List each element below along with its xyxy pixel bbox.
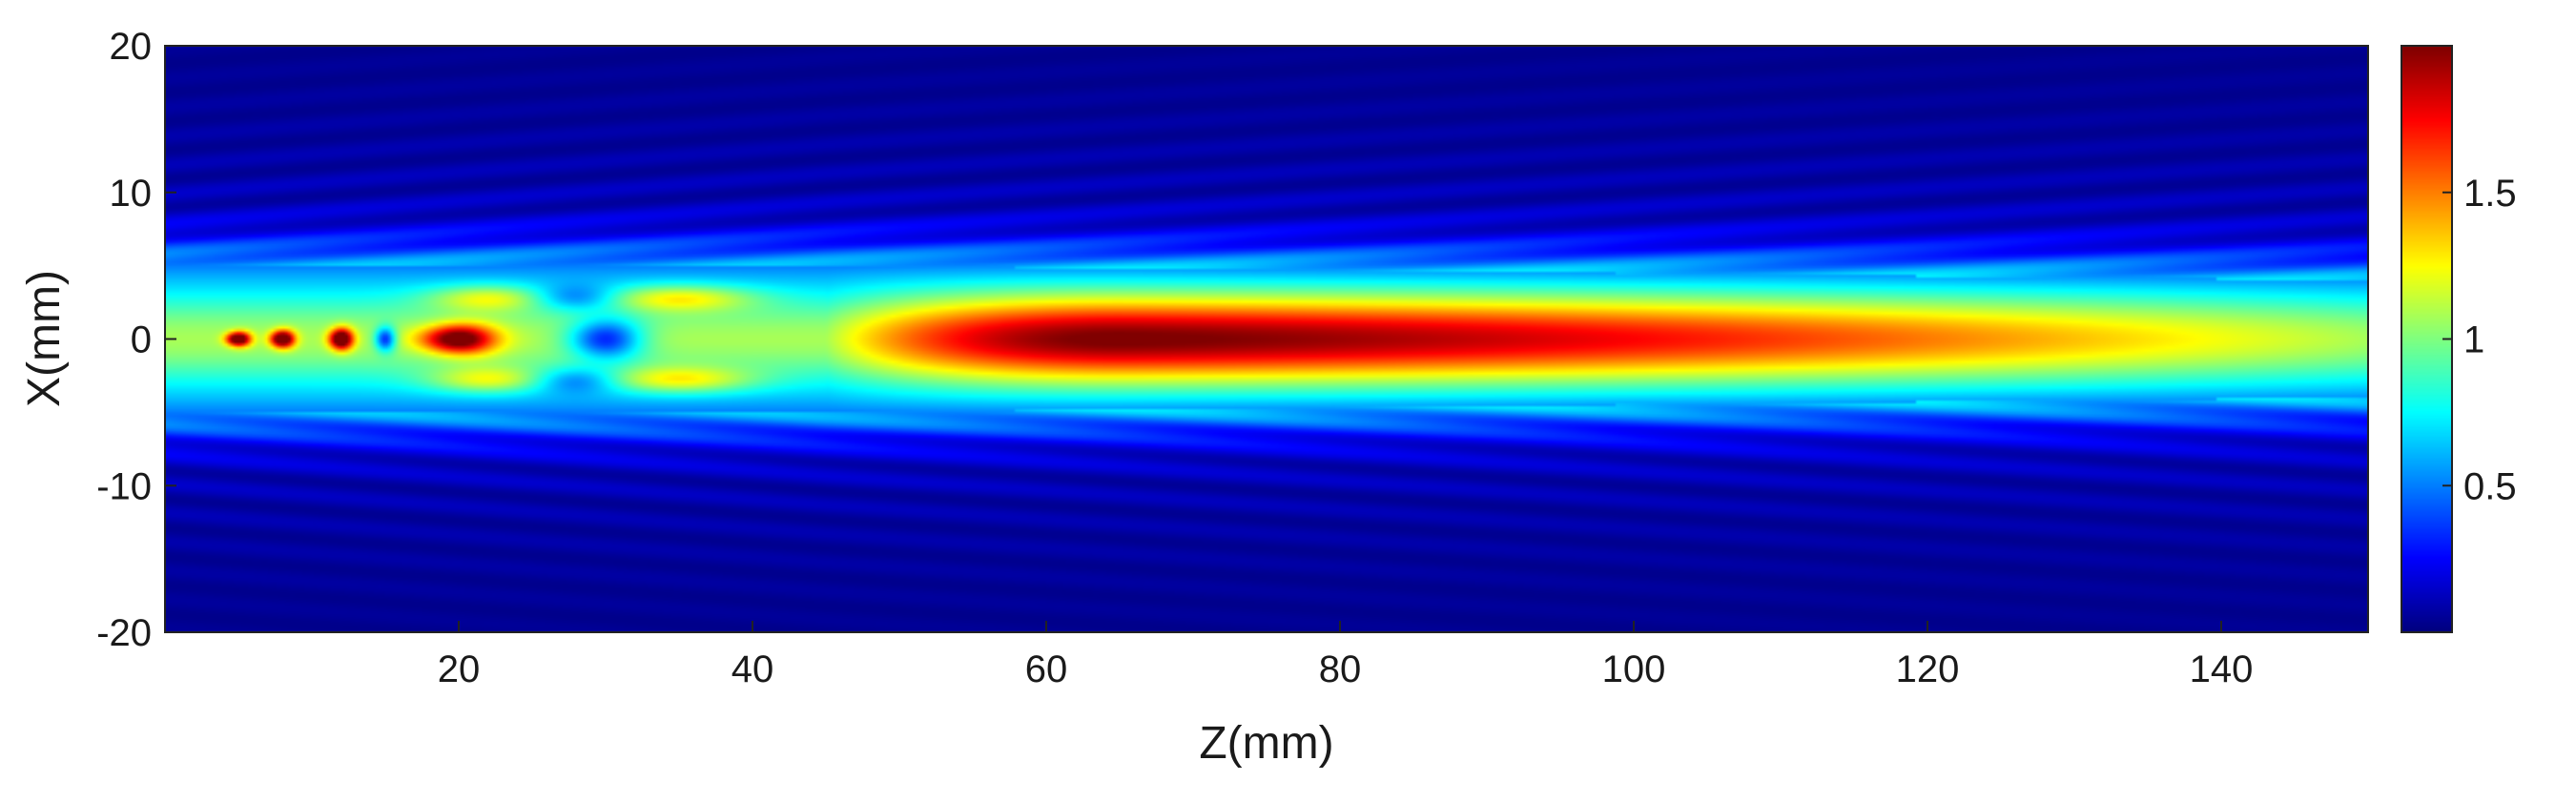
y-tick-label: 20 (110, 26, 153, 68)
y-axis-label: X(mm) (19, 270, 70, 407)
colorbar-tick-label: 0.5 (2463, 465, 2517, 507)
x-tick-label: 140 (2190, 648, 2254, 690)
x-axis-label: Z(mm) (1199, 718, 1333, 769)
y-tick-label: -20 (96, 612, 152, 654)
x-tick-label: 120 (1896, 648, 1960, 690)
x-tick-label: 40 (732, 648, 774, 690)
x-tick-label: 100 (1602, 648, 1666, 690)
y-tick-label: 0 (131, 319, 152, 361)
x-axis-ticks: 20 40 60 80 100 120 140 (438, 621, 2254, 690)
x-tick-label: 80 (1319, 648, 1362, 690)
colorbar-ticks: 1.5 1 0.5 (2442, 173, 2517, 507)
plot-area (164, 45, 2369, 633)
x-tick-label: 20 (438, 648, 481, 690)
y-tick-label: -10 (96, 465, 152, 507)
colorbar: 1.5 1 0.5 (2401, 45, 2517, 633)
colorbar-tick-label: 1.5 (2463, 173, 2517, 215)
y-tick-label: 10 (110, 173, 153, 215)
colorbar-tick-label: 1 (2463, 319, 2484, 361)
y-axis-ticks: 20 10 0 -10 -20 (96, 26, 176, 654)
x-tick-label: 60 (1025, 648, 1068, 690)
heatmap-image (165, 46, 2368, 632)
